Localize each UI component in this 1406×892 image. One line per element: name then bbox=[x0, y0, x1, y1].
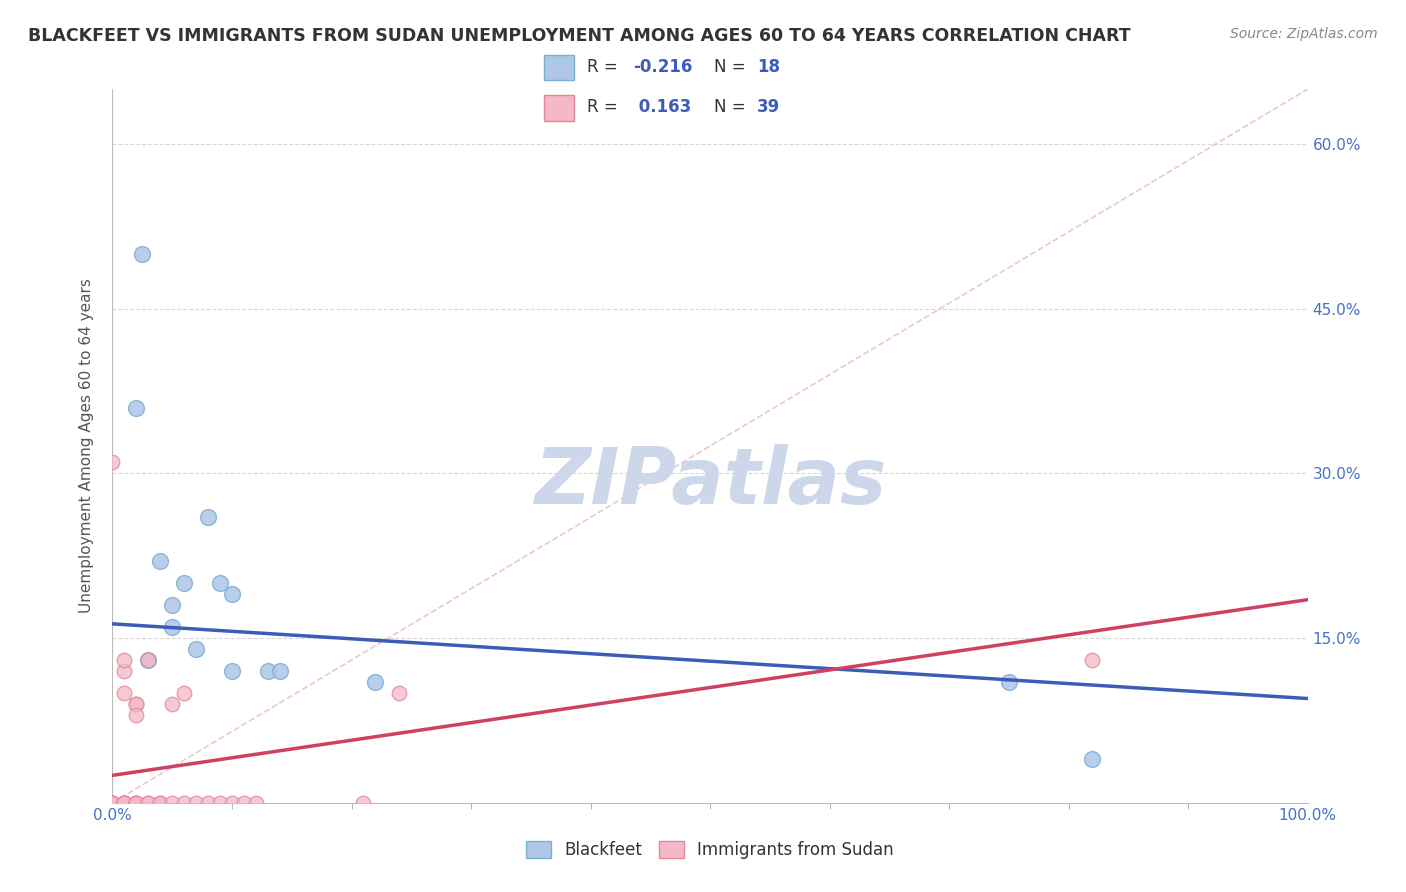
Text: 18: 18 bbox=[756, 58, 780, 76]
Text: Source: ZipAtlas.com: Source: ZipAtlas.com bbox=[1230, 27, 1378, 41]
Point bbox=[149, 796, 172, 810]
Point bbox=[149, 554, 172, 568]
Point bbox=[125, 697, 148, 711]
Point bbox=[101, 796, 124, 810]
Point bbox=[257, 664, 280, 678]
Point bbox=[114, 796, 135, 810]
Text: N =: N = bbox=[714, 98, 751, 116]
Point bbox=[364, 675, 387, 690]
Point bbox=[186, 796, 208, 810]
Point bbox=[221, 664, 243, 678]
Point bbox=[125, 796, 148, 810]
Point bbox=[131, 247, 153, 261]
Point bbox=[101, 796, 124, 810]
Point bbox=[388, 686, 411, 700]
Point bbox=[138, 653, 160, 667]
Point bbox=[352, 796, 374, 810]
Y-axis label: Unemployment Among Ages 60 to 64 years: Unemployment Among Ages 60 to 64 years bbox=[79, 278, 94, 614]
Text: ZIPatlas: ZIPatlas bbox=[534, 443, 886, 520]
Point bbox=[125, 796, 148, 810]
Point bbox=[125, 697, 148, 711]
Point bbox=[186, 642, 208, 657]
Point bbox=[221, 587, 243, 601]
Point bbox=[162, 620, 183, 634]
Point bbox=[209, 576, 232, 591]
Point bbox=[162, 697, 183, 711]
FancyBboxPatch shape bbox=[544, 95, 575, 120]
Point bbox=[269, 664, 291, 678]
Point bbox=[138, 653, 160, 667]
Point bbox=[221, 796, 243, 810]
FancyBboxPatch shape bbox=[544, 54, 575, 80]
Point bbox=[138, 796, 160, 810]
Point bbox=[114, 796, 135, 810]
Point bbox=[114, 796, 135, 810]
Point bbox=[101, 455, 124, 469]
Text: R =: R = bbox=[586, 58, 623, 76]
Point bbox=[173, 796, 195, 810]
Point bbox=[173, 686, 195, 700]
Point bbox=[197, 796, 219, 810]
Point bbox=[149, 796, 172, 810]
Legend: Blackfeet, Immigrants from Sudan: Blackfeet, Immigrants from Sudan bbox=[519, 834, 901, 866]
Text: BLACKFEET VS IMMIGRANTS FROM SUDAN UNEMPLOYMENT AMONG AGES 60 TO 64 YEARS CORREL: BLACKFEET VS IMMIGRANTS FROM SUDAN UNEMP… bbox=[28, 27, 1130, 45]
Point bbox=[101, 796, 124, 810]
Text: -0.216: -0.216 bbox=[633, 58, 693, 76]
Point bbox=[101, 796, 124, 810]
Point bbox=[125, 796, 148, 810]
Point bbox=[162, 598, 183, 612]
Text: R =: R = bbox=[586, 98, 623, 116]
Text: 39: 39 bbox=[756, 98, 780, 116]
Text: 0.163: 0.163 bbox=[633, 98, 692, 116]
Point bbox=[138, 796, 160, 810]
Point bbox=[125, 796, 148, 810]
Point bbox=[197, 510, 219, 524]
Point bbox=[114, 796, 135, 810]
Point bbox=[1081, 752, 1104, 766]
Point bbox=[998, 675, 1021, 690]
Point bbox=[125, 708, 148, 723]
Point bbox=[245, 796, 267, 810]
Point bbox=[125, 401, 148, 415]
Point bbox=[209, 796, 232, 810]
Point bbox=[173, 576, 195, 591]
Point bbox=[114, 796, 135, 810]
Point bbox=[114, 653, 135, 667]
Point bbox=[101, 796, 124, 810]
Point bbox=[233, 796, 256, 810]
Point bbox=[162, 796, 183, 810]
Point bbox=[114, 664, 135, 678]
Point bbox=[1081, 653, 1104, 667]
Point bbox=[114, 686, 135, 700]
Text: N =: N = bbox=[714, 58, 751, 76]
